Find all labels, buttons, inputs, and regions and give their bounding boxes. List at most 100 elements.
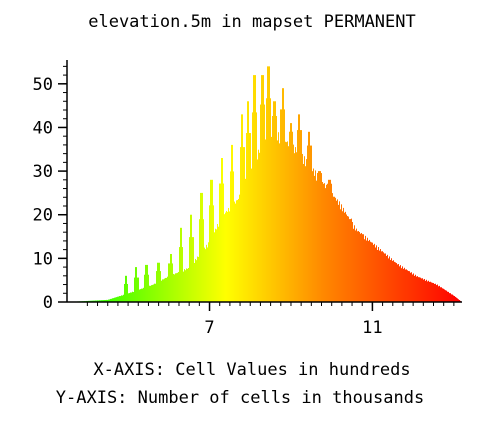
histogram-bar xyxy=(347,216,348,302)
histogram-bar xyxy=(449,293,450,302)
histogram-bar xyxy=(343,208,344,302)
histogram-bar xyxy=(213,205,214,302)
histogram-bar xyxy=(289,132,290,302)
histogram-bar xyxy=(366,241,367,302)
histogram-bar xyxy=(403,269,404,302)
histogram-bar xyxy=(195,259,196,302)
histogram-bar xyxy=(410,273,411,302)
histogram-bar xyxy=(170,254,171,302)
histogram-bar xyxy=(132,292,133,302)
histogram-bar xyxy=(332,193,333,302)
histogram-bar xyxy=(276,116,277,302)
histogram-bar xyxy=(327,184,328,302)
histogram-bar xyxy=(223,184,224,302)
histogram-bar xyxy=(191,215,192,302)
histogram-bar xyxy=(157,263,158,302)
histogram-bar xyxy=(153,285,154,302)
histogram-bar xyxy=(417,276,418,302)
histogram-bar xyxy=(422,278,423,302)
histogram-bar xyxy=(238,199,239,302)
histogram-bar xyxy=(173,274,174,302)
histogram-bar xyxy=(185,270,186,302)
histogram-bar xyxy=(194,263,195,302)
histogram-bar xyxy=(265,139,266,302)
chart-title: elevation.5m in mapset PERMANENT xyxy=(88,12,416,32)
histogram-bar xyxy=(288,146,289,302)
histogram-bar xyxy=(302,154,303,302)
histogram-bar xyxy=(182,247,183,302)
histogram-bar xyxy=(333,197,334,302)
histogram-bar xyxy=(454,296,455,302)
histogram-bar xyxy=(444,289,445,302)
histogram-bar xyxy=(259,153,260,302)
histogram-bar xyxy=(286,142,287,302)
histogram-bar xyxy=(159,263,160,302)
histogram-bar xyxy=(435,284,436,302)
histogram-bar xyxy=(128,293,129,302)
histogram-bar xyxy=(221,158,222,302)
histogram-bar xyxy=(376,245,377,302)
histogram-bar xyxy=(299,114,300,302)
histogram-bar xyxy=(436,285,437,302)
histogram-bar xyxy=(311,146,312,302)
histogram-bar xyxy=(345,212,346,302)
histogram-bar xyxy=(136,267,137,302)
histogram-bar xyxy=(241,114,242,302)
histogram-bar xyxy=(158,263,159,302)
histogram-bar xyxy=(381,251,382,302)
histogram-bar xyxy=(148,275,149,302)
histogram-bar xyxy=(249,133,250,302)
histogram-bar xyxy=(210,180,211,302)
histogram-bar xyxy=(161,281,162,302)
histogram-bar xyxy=(337,199,338,302)
histogram-bar xyxy=(428,281,429,302)
histogram-bar xyxy=(230,171,231,302)
histogram-bar xyxy=(281,109,282,302)
histogram-bar xyxy=(118,297,119,302)
histogram-bar xyxy=(270,98,271,302)
histogram-bar xyxy=(400,265,401,302)
histogram-bar xyxy=(262,75,263,302)
histogram-bar xyxy=(217,224,218,302)
histogram-bar xyxy=(168,263,169,302)
histogram-bar xyxy=(371,242,372,302)
histogram-bar xyxy=(225,213,226,302)
histogram-bar xyxy=(252,112,253,302)
histogram-bar xyxy=(426,280,427,302)
histogram-bar xyxy=(131,293,132,302)
histogram-bar xyxy=(268,66,269,302)
histogram-bar xyxy=(291,123,292,302)
histogram-bar xyxy=(313,169,314,302)
histogram-bar xyxy=(203,219,204,302)
histogram-bar xyxy=(339,201,340,302)
histogram-bar xyxy=(193,237,194,302)
histogram-bar xyxy=(380,249,381,302)
histogram-bar xyxy=(351,219,352,302)
histogram-bar xyxy=(271,137,272,302)
histogram-bar xyxy=(357,231,358,302)
histogram-bar xyxy=(348,217,349,302)
histogram-bar xyxy=(284,109,285,302)
histogram-bar xyxy=(341,204,342,302)
histogram-bar xyxy=(266,98,267,302)
histogram-bar xyxy=(300,130,301,302)
histogram-bar xyxy=(162,279,163,302)
histogram-bar xyxy=(303,164,304,302)
histogram-bar xyxy=(315,170,316,302)
histogram-bar xyxy=(260,105,261,302)
histogram-bar xyxy=(246,133,247,302)
histogram-bar xyxy=(196,260,197,302)
histogram-bar xyxy=(232,145,233,302)
histogram-bar xyxy=(220,184,221,302)
histogram-bar xyxy=(204,248,205,302)
histogram-bar xyxy=(307,146,308,302)
histogram-bar xyxy=(373,245,374,302)
histogram-bar xyxy=(402,266,403,302)
histogram-bar xyxy=(369,240,370,302)
histogram-bar xyxy=(312,171,313,302)
histogram-bar xyxy=(375,247,376,302)
y-tick-label: 0 xyxy=(43,293,53,313)
histogram-bar xyxy=(274,101,275,302)
